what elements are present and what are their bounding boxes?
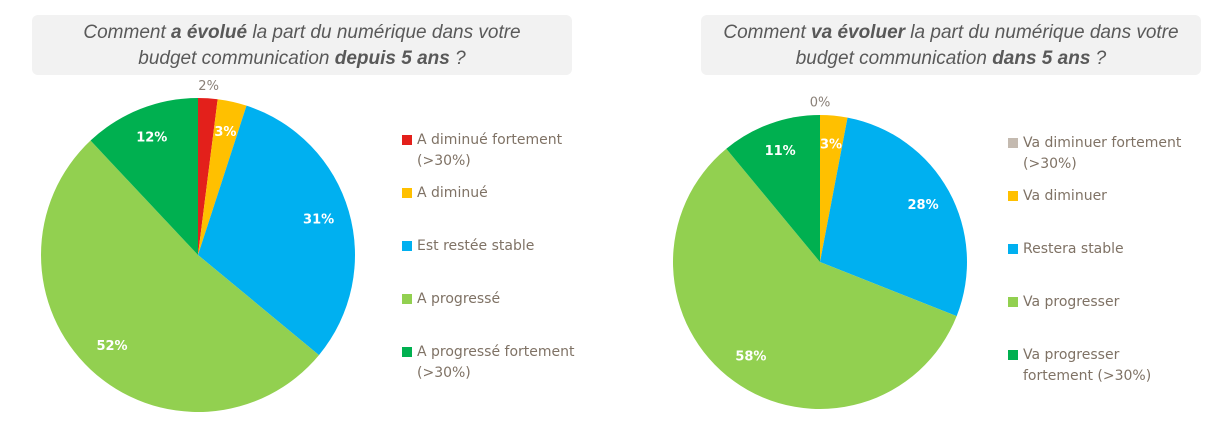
legend-label: Va progresser fortement (>30%) — [1023, 347, 1152, 384]
legend-swatch — [402, 135, 412, 145]
title-part: a évolué — [171, 22, 248, 43]
legend-swatch — [1008, 191, 1018, 201]
legend-swatch — [402, 241, 412, 251]
title-part: Comment — [723, 22, 812, 43]
pie-slice — [41, 140, 319, 412]
legend-swatch — [1008, 244, 1018, 254]
legend-label: A diminué — [417, 185, 488, 201]
pie-slice — [90, 98, 198, 255]
legend-label: Va progresser — [1023, 294, 1120, 310]
legend-swatch — [1008, 350, 1018, 360]
pie-slice — [198, 99, 247, 255]
legend-swatch — [1008, 138, 1018, 148]
legend-label: Restera stable — [1023, 241, 1124, 257]
data-label: 3% — [214, 125, 236, 140]
title-part: ? — [1090, 48, 1107, 69]
data-label: 28% — [907, 198, 938, 213]
legend-item: A progressé fortement (>30%) — [402, 342, 582, 395]
legend-item: A progressé — [402, 289, 582, 342]
data-label: 58% — [735, 350, 766, 365]
data-label: 11% — [765, 144, 796, 159]
legend-item: Va diminuer — [1008, 186, 1188, 239]
title-part: la part du numérique dans votre budget c… — [795, 22, 1179, 69]
legend-label: A progressé fortement (>30%) — [417, 344, 575, 381]
data-label: 0% — [810, 96, 831, 111]
pie-slice — [672, 148, 957, 409]
title-part: ? — [449, 48, 466, 69]
pie-slice — [726, 115, 820, 262]
title-part: va évoluer — [811, 22, 906, 43]
legend: Va diminuer fortement (>30%) Va diminuer R… — [1008, 133, 1188, 398]
data-label: 12% — [136, 131, 167, 146]
pie-slice — [820, 115, 848, 262]
legend-item: Va progresser — [1008, 292, 1188, 345]
legend-swatch — [1008, 297, 1018, 307]
pie-slice — [198, 105, 356, 356]
legend-item: A diminué — [402, 183, 582, 236]
legend-item: Est restée stable — [402, 236, 582, 289]
pie-slice — [820, 117, 967, 317]
title-part: depuis 5 ans — [334, 48, 450, 69]
data-label: 52% — [96, 339, 127, 354]
legend: A diminué fortement (>30%) A diminué Est r… — [402, 130, 582, 395]
legend-item: Va diminuer fortement (>30%) — [1008, 133, 1188, 186]
legend-label: Est restée stable — [417, 238, 535, 254]
legend-swatch — [402, 294, 412, 304]
chart-title: Comment va évoluer la part du numérique … — [701, 15, 1201, 75]
data-label: 31% — [303, 212, 334, 227]
legend-label: Va diminuer fortement (>30%) — [1023, 135, 1182, 172]
legend-swatch — [402, 188, 412, 198]
legend-label: Va diminuer — [1023, 188, 1107, 204]
data-label: 3% — [820, 137, 842, 152]
legend-swatch — [402, 347, 412, 357]
data-label: 2% — [198, 79, 219, 94]
chart-title: Comment a évolué la part du numérique da… — [32, 15, 572, 75]
legend-label: A progressé — [417, 291, 501, 307]
legend-item: Restera stable — [1008, 239, 1188, 292]
title-part: la part du numérique dans votre budget c… — [138, 22, 521, 69]
legend-item: Va progresser fortement (>30%) — [1008, 345, 1188, 398]
pie-slice — [198, 98, 218, 255]
title-part: dans 5 ans — [992, 48, 1091, 69]
legend-item: A diminué fortement (>30%) — [402, 130, 582, 183]
title-part: Comment — [83, 22, 172, 43]
legend-label: A diminué fortement (>30%) — [417, 132, 563, 169]
